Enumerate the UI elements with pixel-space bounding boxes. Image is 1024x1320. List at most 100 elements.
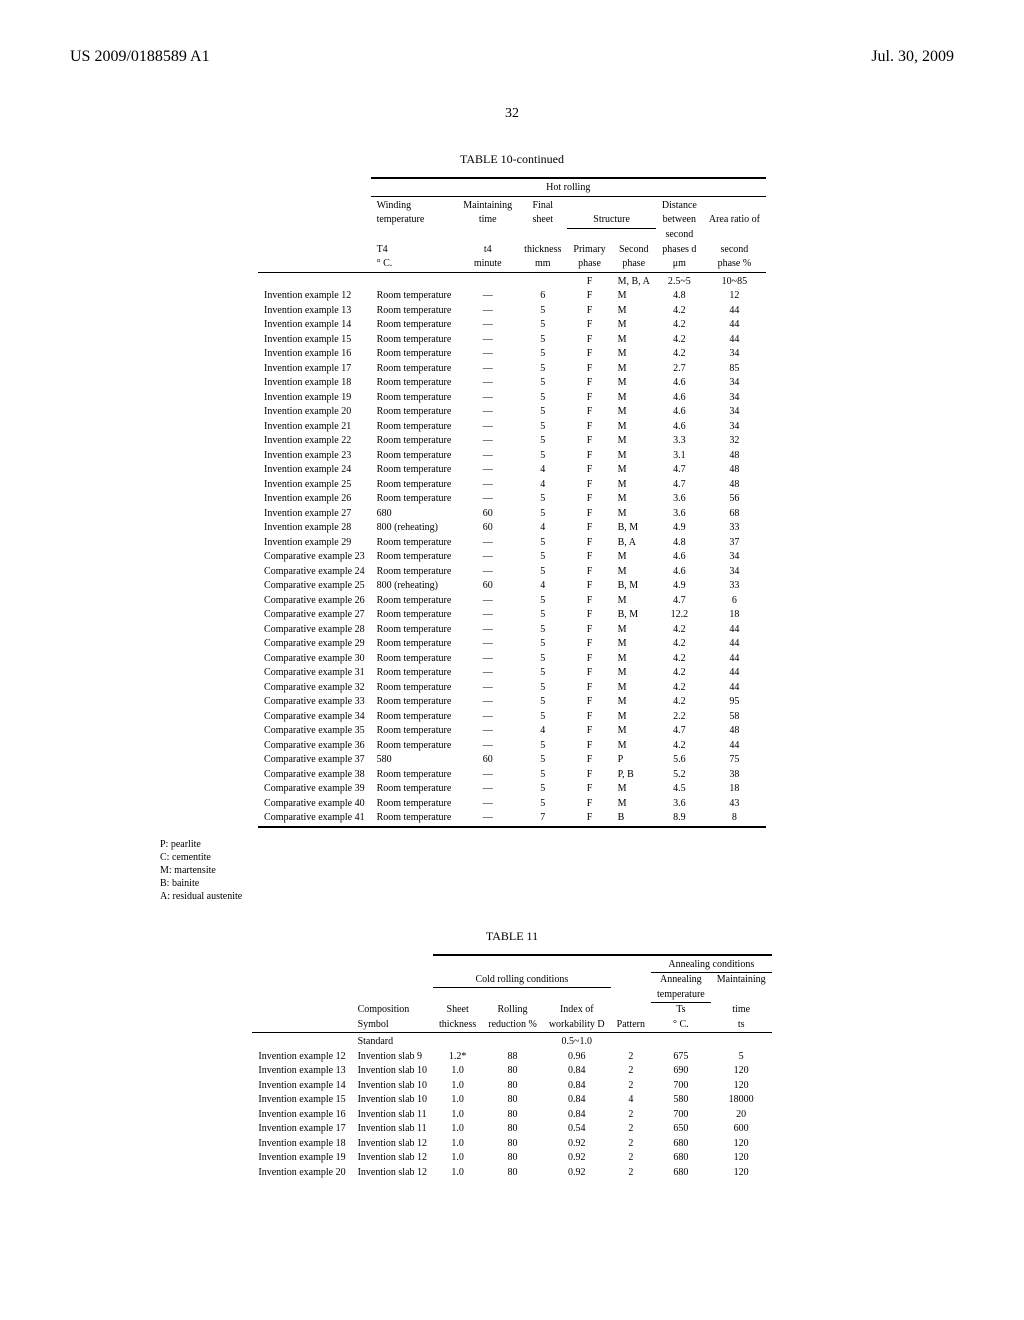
- t10-c3c: thickness: [518, 243, 567, 258]
- table-row: Comparative example 25800 (reheating)604…: [258, 579, 766, 594]
- t10-c6a: Distance: [656, 199, 703, 214]
- table-row: Comparative example 37580605FP5.675: [258, 753, 766, 768]
- t11-c5a: Pattern: [611, 1018, 651, 1033]
- t10-c3d: mm: [518, 257, 567, 272]
- table-row: Comparative example 27Room temperature—5…: [258, 608, 766, 623]
- table-row: Invention example 15Room temperature—5FM…: [258, 333, 766, 348]
- table-row: Invention example 20Room temperature—5FM…: [258, 405, 766, 420]
- legend-line: P: pearlite: [160, 838, 954, 851]
- table-10: Hot rolling Winding Maintaining Final Di…: [258, 177, 766, 830]
- table-row: Comparative example 26Room temperature—5…: [258, 594, 766, 609]
- doc-date: Jul. 30, 2009: [871, 48, 954, 66]
- table-row: Invention example 14Invention slab 101.0…: [252, 1079, 771, 1094]
- table-row: Invention example 14Room temperature—5FM…: [258, 318, 766, 333]
- t10-c4c: Primary: [567, 243, 611, 258]
- table-row: Invention example 17Invention slab 111.0…: [252, 1122, 771, 1137]
- legend-line: C: cementite: [160, 851, 954, 864]
- page-number: 32: [70, 106, 954, 122]
- table-row: Comparative example 38Room temperature—5…: [258, 768, 766, 783]
- table-row: Invention example 16Invention slab 111.0…: [252, 1108, 771, 1123]
- table-row: Invention example 27680605FM3.668: [258, 507, 766, 522]
- table-11: Annealing conditions Cold rolling condit…: [252, 954, 771, 1181]
- table-row: Invention example 26Room temperature—5FM…: [258, 492, 766, 507]
- table-row: Comparative example 23Room temperature—5…: [258, 550, 766, 565]
- t10-c45a: Structure: [567, 213, 655, 228]
- t11-c3a: Rolling: [482, 1003, 543, 1018]
- table-row: Comparative example 41Room temperature—7…: [258, 811, 766, 827]
- table-row: Invention example 15Invention slab 101.0…: [252, 1093, 771, 1108]
- table-row: Invention example 24Room temperature—4FM…: [258, 463, 766, 478]
- t10-c7d: phase %: [703, 257, 766, 272]
- table-row: Invention example 25Room temperature—4FM…: [258, 478, 766, 493]
- table-row: Comparative example 30Room temperature—5…: [258, 652, 766, 667]
- t10-c5d: phase: [612, 257, 656, 272]
- table-row: Comparative example 24Room temperature—5…: [258, 565, 766, 580]
- t10-c1a: Winding: [371, 199, 458, 214]
- legend-line: A: residual austenite: [160, 890, 954, 903]
- t11-c7a: Maintaining: [711, 973, 772, 988]
- legend-line: M: martensite: [160, 864, 954, 877]
- table-row: Standard0.5~1.0: [252, 1035, 771, 1050]
- table-row: Invention example 29Room temperature—5FB…: [258, 536, 766, 551]
- t11-group-ann: Annealing conditions: [651, 958, 772, 973]
- table-row: Comparative example 34Room temperature—5…: [258, 710, 766, 725]
- t10-c3b: sheet: [518, 213, 567, 228]
- table10-caption: TABLE 10-continued: [70, 152, 954, 167]
- t10-c1d: ° C.: [371, 257, 458, 272]
- t10-c2d: minute: [457, 257, 518, 272]
- t11-c6b: temperature: [651, 988, 711, 1003]
- t10-c2b: time: [457, 213, 518, 228]
- table-row: Comparative example 35Room temperature—4…: [258, 724, 766, 739]
- table-row: Invention example 22Room temperature—5FM…: [258, 434, 766, 449]
- table-row: Invention example 12Invention slab 91.2*…: [252, 1050, 771, 1065]
- t11-c6a: Annealing: [651, 973, 711, 988]
- table-row: Invention example 23Room temperature—5FM…: [258, 449, 766, 464]
- t11-c4b: workability D: [543, 1018, 611, 1033]
- table-row: Comparative example 40Room temperature—5…: [258, 797, 766, 812]
- table-row: Invention example 20Invention slab 121.0…: [252, 1166, 771, 1181]
- table-row: Invention example 17Room temperature—5FM…: [258, 362, 766, 377]
- table-row: Comparative example 31Room temperature—5…: [258, 666, 766, 681]
- t11-c2b: thickness: [433, 1018, 482, 1033]
- t11-group-cold: Cold rolling conditions: [433, 973, 611, 988]
- t10-c6e: μm: [656, 257, 703, 272]
- t10-c6c: second: [656, 228, 703, 243]
- table-row: Invention example 13Room temperature—5FM…: [258, 304, 766, 319]
- t11-c1b: Symbol: [352, 1018, 433, 1033]
- table11-caption: TABLE 11: [70, 929, 954, 944]
- t11-c7d: ts: [711, 1018, 772, 1033]
- table-row: Invention example 18Invention slab 121.0…: [252, 1137, 771, 1152]
- t10-c7a: Area ratio of: [703, 213, 766, 228]
- table-row: Comparative example 32Room temperature—5…: [258, 681, 766, 696]
- table-row: Invention example 19Room temperature—5FM…: [258, 391, 766, 406]
- t10-c4d: phase: [567, 257, 611, 272]
- table-row: Invention example 16Room temperature—5FM…: [258, 347, 766, 362]
- table-row: Invention example 18Room temperature—5FM…: [258, 376, 766, 391]
- t11-c6c: Ts: [651, 1003, 711, 1018]
- legend-line: B: bainite: [160, 877, 954, 890]
- table10-legend: P: pearliteC: cementiteM: martensiteB: b…: [160, 838, 954, 903]
- t11-c3b: reduction %: [482, 1018, 543, 1033]
- t10-c3a: Final: [518, 199, 567, 214]
- doc-number: US 2009/0188589 A1: [70, 48, 210, 66]
- t11-c7c: time: [711, 1003, 772, 1018]
- t10-c2a: Maintaining: [457, 199, 518, 214]
- table-row: Comparative example 29Room temperature—5…: [258, 637, 766, 652]
- t10-c2c: t4: [457, 243, 518, 258]
- table-row: Invention example 19Invention slab 121.0…: [252, 1151, 771, 1166]
- table-row: Comparative example 36Room temperature—5…: [258, 739, 766, 754]
- table-row: Invention example 12Room temperature—6FM…: [258, 289, 766, 304]
- table-row: Comparative example 33Room temperature—5…: [258, 695, 766, 710]
- t11-c4a: Index of: [543, 1003, 611, 1018]
- t10-c1c: T4: [371, 243, 458, 258]
- t10-c5c: Second: [612, 243, 656, 258]
- table-row: Invention example 21Room temperature—5FM…: [258, 420, 766, 435]
- table-row: FM, B, A2.5~510~85: [258, 275, 766, 290]
- t11-c2a: Sheet: [433, 1003, 482, 1018]
- table-row: Comparative example 28Room temperature—5…: [258, 623, 766, 638]
- t10-c7c: second: [703, 243, 766, 258]
- table-row: Invention example 28800 (reheating)604FB…: [258, 521, 766, 536]
- t11-c6d: ° C.: [651, 1018, 711, 1033]
- t10-c1b: temperature: [371, 213, 458, 228]
- table-row: Invention example 13Invention slab 101.0…: [252, 1064, 771, 1079]
